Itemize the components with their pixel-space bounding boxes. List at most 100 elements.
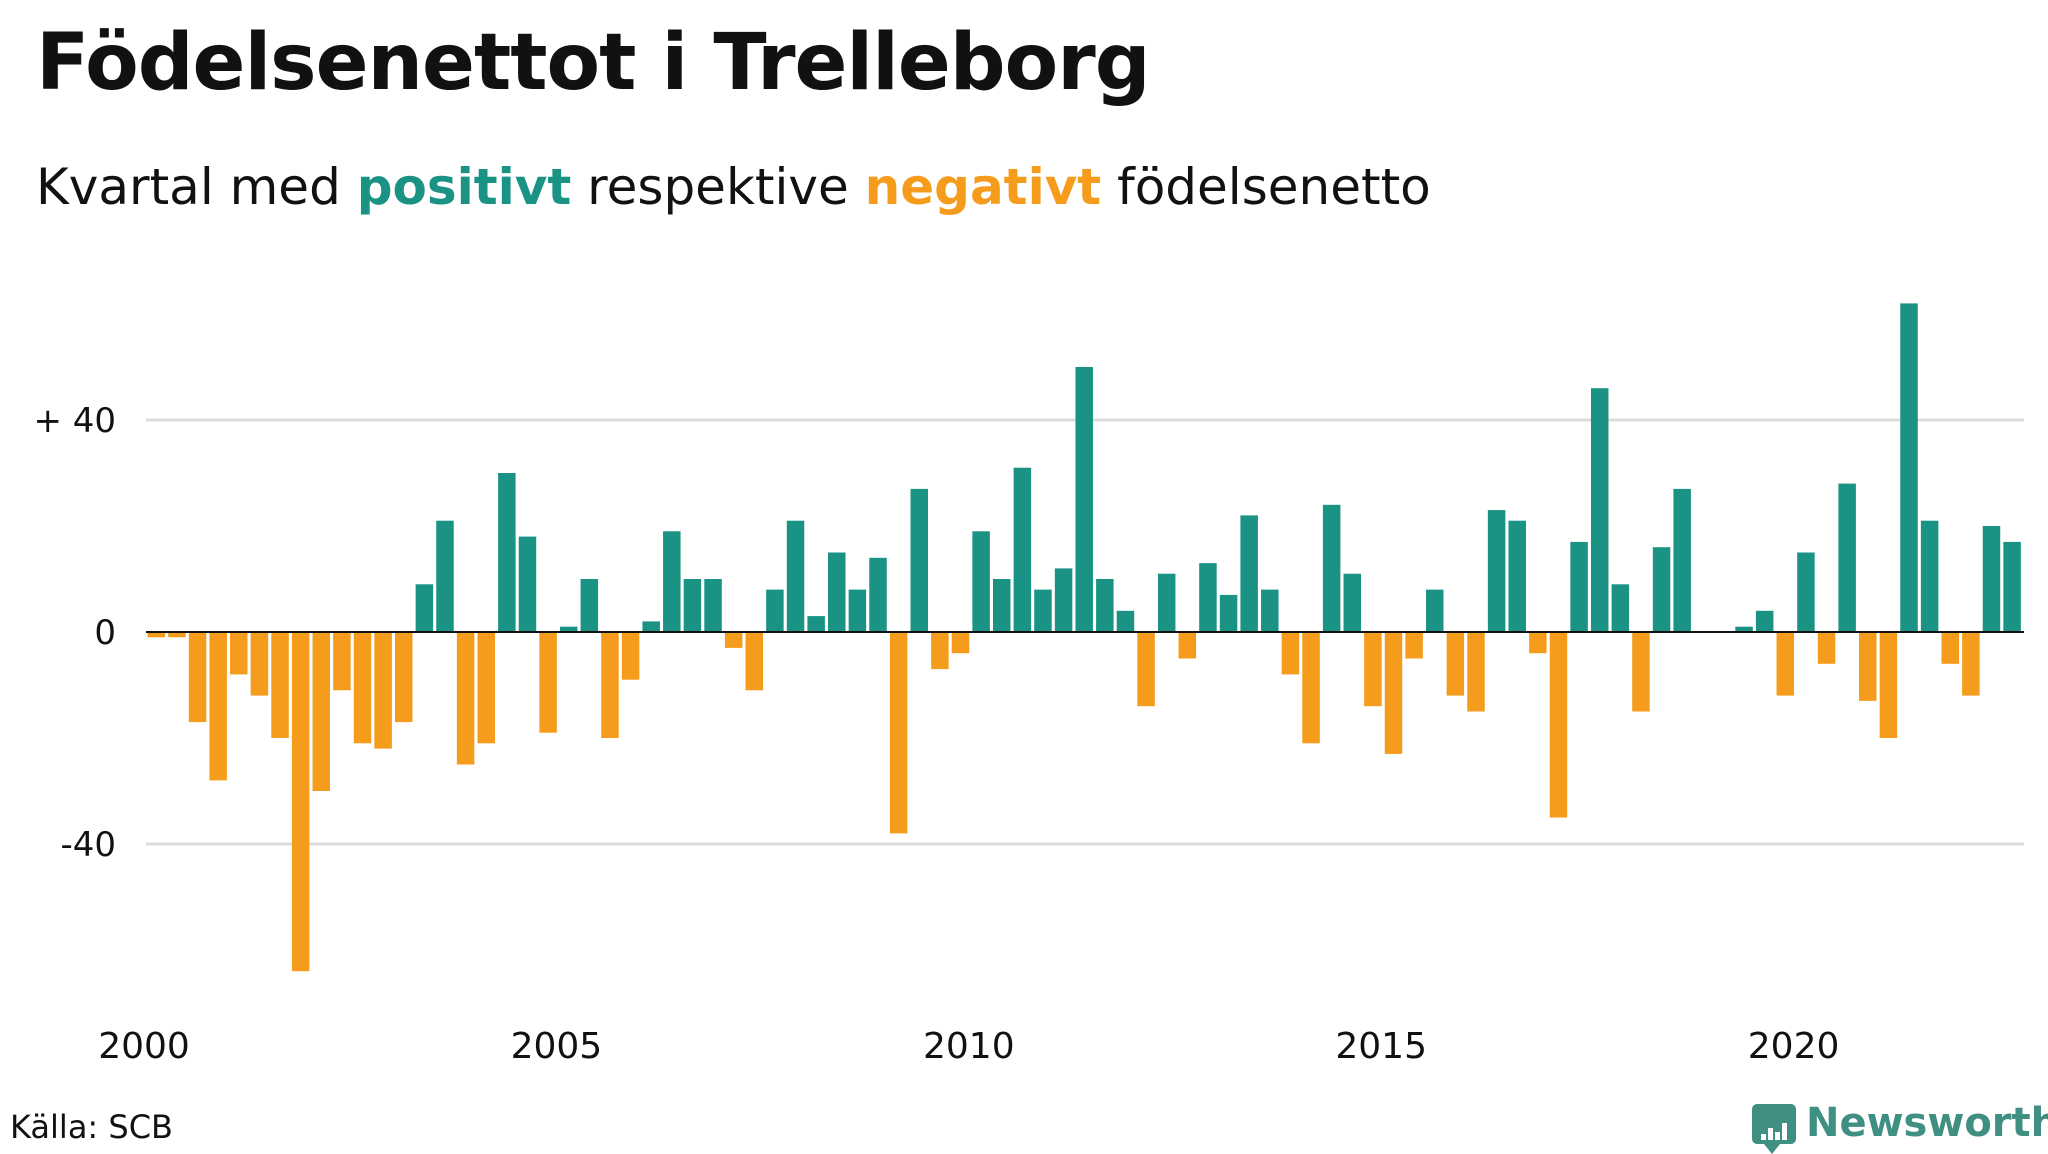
bar-negative bbox=[1467, 632, 1485, 712]
bar-positive bbox=[1797, 552, 1815, 632]
bar-negative bbox=[1962, 632, 1980, 696]
bar-negative bbox=[353, 632, 372, 744]
x-tick-label: 2005 bbox=[511, 1026, 603, 1067]
bar-negative bbox=[291, 632, 310, 972]
x-tick-label: 2010 bbox=[923, 1026, 1015, 1067]
bar-positive bbox=[1199, 563, 1217, 632]
bar-positive bbox=[683, 579, 702, 632]
x-tick-label: 2020 bbox=[1748, 1026, 1840, 1067]
bar-positive bbox=[1611, 584, 1630, 632]
bar-negative bbox=[374, 632, 392, 749]
bar-negative bbox=[1281, 632, 1300, 675]
bar-negative bbox=[724, 632, 743, 648]
bar-negative bbox=[271, 632, 289, 738]
bar-negative bbox=[1879, 632, 1898, 738]
bar-positive bbox=[498, 473, 516, 632]
bar-positive bbox=[1735, 626, 1753, 632]
bar-positive bbox=[910, 488, 928, 632]
bar-negative bbox=[745, 632, 764, 691]
bar-positive bbox=[1261, 589, 1279, 632]
x-tick-label: 2015 bbox=[1335, 1026, 1427, 1067]
bar-positive bbox=[786, 520, 805, 632]
bar-positive bbox=[642, 621, 660, 632]
bar-negative bbox=[1632, 632, 1650, 712]
subtitle-middle: respektive bbox=[571, 158, 865, 216]
bar-negative bbox=[539, 632, 557, 733]
bar-positive bbox=[1673, 488, 1691, 632]
bar-positive bbox=[1900, 303, 1918, 632]
bar-positive bbox=[1322, 504, 1341, 632]
bar-negative bbox=[601, 632, 619, 738]
bar-positive bbox=[1075, 367, 1093, 632]
bar-negative bbox=[1364, 632, 1382, 707]
bar-chart-icon bbox=[1761, 1118, 1788, 1140]
source-label: Källa: SCB bbox=[10, 1108, 173, 1146]
bar-positive bbox=[828, 552, 846, 632]
bar-negative bbox=[1941, 632, 1959, 664]
bar-positive bbox=[518, 536, 537, 632]
bar-positive bbox=[1570, 541, 1588, 632]
y-tick-label: 0 bbox=[94, 613, 116, 653]
subtitle-suffix: födelsenetto bbox=[1101, 158, 1431, 216]
bar-positive bbox=[1652, 547, 1671, 632]
bar-negative bbox=[931, 632, 949, 670]
bar-positive bbox=[992, 579, 1011, 632]
chart-subtitle: Kvartal med positivt respektive negativt… bbox=[36, 158, 1431, 216]
bar-negative bbox=[1817, 632, 1836, 664]
bars bbox=[147, 303, 2021, 972]
brand-name: Newsworthy bbox=[1806, 1100, 2048, 1146]
bar-positive bbox=[1240, 515, 1258, 632]
bar-negative bbox=[209, 632, 227, 781]
chart-title: Födelsenettot i Trelleborg bbox=[36, 18, 1151, 108]
bar-positive bbox=[1838, 483, 1856, 632]
x-tick-label: 2000 bbox=[98, 1026, 190, 1067]
bar-positive bbox=[580, 579, 599, 632]
bar-positive bbox=[415, 584, 434, 632]
bar-positive bbox=[869, 557, 887, 632]
bar-negative bbox=[1137, 632, 1155, 707]
bar-positive bbox=[1013, 467, 1032, 632]
bar-positive bbox=[1219, 594, 1238, 632]
bar-negative bbox=[951, 632, 970, 654]
y-tick-label: + 40 bbox=[33, 401, 116, 441]
bar-positive bbox=[807, 616, 825, 632]
newsworthy-logo-icon bbox=[1752, 1104, 1796, 1154]
bar-positive bbox=[559, 626, 578, 632]
bar-negative bbox=[250, 632, 269, 696]
bar-positive bbox=[1034, 589, 1052, 632]
subtitle-positive-word: positivt bbox=[356, 158, 572, 216]
bar-positive bbox=[1157, 573, 1176, 632]
bar-positive bbox=[766, 589, 784, 632]
bar-positive bbox=[1054, 568, 1073, 632]
bar-positive bbox=[1590, 388, 1609, 632]
bar-positive bbox=[663, 531, 681, 632]
bar-positive bbox=[1755, 610, 1774, 632]
bar-positive bbox=[1426, 589, 1444, 632]
bar-negative bbox=[333, 632, 351, 691]
bar-positive bbox=[1920, 520, 1939, 632]
bar-negative bbox=[1384, 632, 1403, 754]
tick-labels: + 40 0 -40 2000 2005 2010 2015 2020 bbox=[33, 401, 1839, 1067]
newsworthy-logo: Newsworthy bbox=[1752, 1098, 2048, 1154]
bar-negative bbox=[230, 632, 248, 675]
bar-positive bbox=[1487, 510, 1506, 632]
bar-negative bbox=[889, 632, 908, 834]
bar-positive bbox=[704, 579, 722, 632]
bar-positive bbox=[848, 589, 867, 632]
bar-negative bbox=[1549, 632, 1568, 818]
bar-negative bbox=[188, 632, 207, 723]
bar-negative bbox=[168, 632, 186, 638]
bar-negative bbox=[621, 632, 640, 680]
bar-positive bbox=[1096, 579, 1114, 632]
bar-chart: + 40 0 -40 2000 2005 2010 2015 2020 bbox=[33, 303, 2024, 1067]
bar-negative bbox=[1446, 632, 1465, 696]
bar-negative bbox=[147, 632, 166, 638]
bar-positive bbox=[1116, 610, 1135, 632]
bar-negative bbox=[312, 632, 331, 791]
bar-negative bbox=[1178, 632, 1197, 659]
bar-negative bbox=[1529, 632, 1547, 654]
bar-negative bbox=[456, 632, 475, 765]
bar-positive bbox=[1508, 520, 1526, 632]
bar-negative bbox=[395, 632, 413, 723]
subtitle-prefix: Kvartal med bbox=[36, 158, 357, 216]
